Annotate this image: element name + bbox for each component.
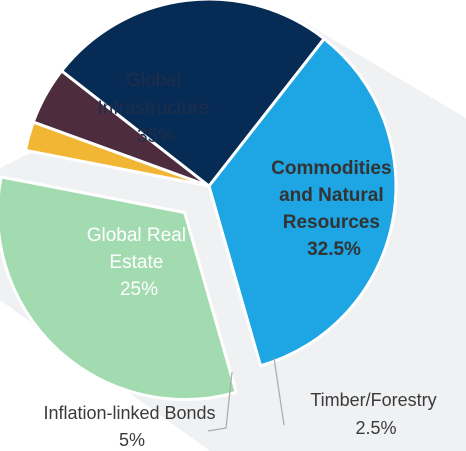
label-timber-line1: Timber/Forestry: [310, 390, 436, 410]
label-timber-percent: 2.5%: [355, 418, 396, 438]
label-realestate-line2: Estate: [109, 252, 163, 273]
leader-line-bonds: [207, 371, 233, 432]
label-infra-percent: 35%: [137, 126, 175, 147]
label-comm-line1: Commodities: [271, 158, 391, 179]
label-infra-line1: Global: [126, 70, 181, 91]
label-global-infrastructure: Global Infrastructure 35%: [97, 70, 214, 147]
leader-line-timber: [273, 357, 285, 426]
label-infra-line2: Infrastructure: [97, 98, 209, 119]
label-timber: Timber/Forestry 2.5%: [310, 390, 441, 438]
label-realestate-percent: 25%: [120, 279, 158, 300]
leader-lines: [207, 357, 285, 432]
pie-slice-commodities-and-natural-resources: [0, 175, 238, 402]
label-comm-line2: and Natural: [279, 185, 384, 206]
label-comm-percent: 32.5%: [307, 239, 361, 260]
label-bonds-percent: 5%: [119, 430, 145, 450]
label-inflation-bonds: Inflation-linked Bonds 5%: [43, 403, 220, 450]
label-comm-line3: Resources: [283, 212, 380, 233]
label-bonds-line1: Inflation-linked Bonds: [43, 403, 215, 423]
label-global-real-estate: Global Real Estate 25%: [87, 225, 192, 300]
pie-slice-global-real-estate: [60, 0, 326, 188]
label-realestate-line1: Global Real: [87, 225, 186, 246]
label-commodities: Commodities and Natural Resources 32.5%: [271, 158, 397, 260]
pie-slice-global-infrastructure: [207, 37, 398, 368]
pie-slices: [0, 0, 398, 402]
